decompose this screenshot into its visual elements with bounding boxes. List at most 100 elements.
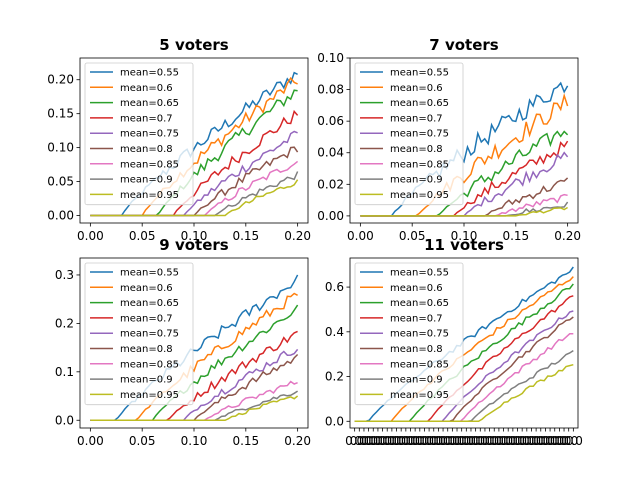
- y-tick-label: 0.4: [325, 325, 344, 339]
- legend-label: mean=0.75: [120, 129, 179, 140]
- x-tick-label: 0.0: [457, 434, 476, 448]
- x-tick-label: 0.20: [284, 434, 311, 448]
- x-tick-label: 0.0: [508, 434, 527, 448]
- series-line-1: [90, 274, 299, 422]
- legend-label: mean=0.7: [120, 313, 173, 324]
- legend-label: mean=0.7: [390, 113, 443, 124]
- x-tick-label: 0.0: [494, 434, 513, 448]
- x-tick-label: 0.0: [522, 434, 541, 448]
- x-tick-label: 0.0: [364, 434, 383, 448]
- y-tick-label: 0.20: [47, 73, 74, 87]
- legend-label: mean=0.65: [390, 98, 449, 109]
- legend-label: mean=0.85: [120, 159, 179, 170]
- x-tick-label: 0.0: [503, 434, 522, 448]
- legend-label: mean=0.75: [390, 329, 449, 340]
- x-tick-label: 0.0: [480, 434, 499, 448]
- y-tick-label: 0.00: [47, 209, 74, 223]
- x-tick-label: 0.0: [373, 434, 392, 448]
- x-tick-label: 0.0: [564, 434, 583, 448]
- legend-box: [354, 62, 464, 206]
- x-tick-label: 0.0: [443, 434, 462, 448]
- legend-label: mean=0.95: [390, 390, 449, 401]
- x-tick-label: 0.00: [77, 434, 104, 448]
- legend-label: mean=0.95: [390, 190, 449, 201]
- series-lines: [90, 71, 299, 217]
- panel-2: 7 voters 0.00 0.02 0.04 0.06 0.08 0.10 0.00 0.05…: [317, 36, 581, 243]
- x-tick-label: 0.10: [181, 434, 208, 448]
- x-tick-label: 0.0: [452, 434, 471, 448]
- legend-label: mean=0.55: [390, 68, 449, 79]
- x-tick-label: 0.15: [232, 229, 259, 243]
- x-tick-label: 0.00: [77, 229, 104, 243]
- x-tick-label: 0.00: [347, 229, 374, 243]
- y-tick-label: 0.6: [325, 280, 344, 294]
- legend-label: mean=0.8: [390, 344, 443, 355]
- x-tick-label: 0.0: [345, 434, 364, 448]
- x-tick-label: 0.0: [429, 434, 448, 448]
- panel-1: 5 voters 0.00 0.05 0.10 0.15 0.20 0.00 0.05 0.10…: [47, 36, 311, 243]
- x-tick-label: 0.15: [232, 434, 259, 448]
- legend-label: mean=0.95: [120, 390, 179, 401]
- x-tick-label: 0.0: [461, 434, 480, 448]
- x-tick-label: 0.0: [536, 434, 555, 448]
- y-tick-label: 0.08: [317, 83, 344, 97]
- x-tick-label: 0.05: [129, 229, 156, 243]
- x-tick-label: 0.0: [466, 434, 485, 448]
- x-tick-label: 0.0: [406, 434, 425, 448]
- x-tick-label: 0.0: [387, 434, 406, 448]
- legend-label: mean=0.6: [390, 83, 443, 94]
- x-tick-label: 0.0: [517, 434, 536, 448]
- x-tick-label: 0.0: [499, 434, 518, 448]
- y-tick-label: 0.05: [47, 175, 74, 189]
- legend-label: mean=0.7: [120, 113, 173, 124]
- panel-3: 9 voters 0.0 0.1 0.2 0.3 0.00 0.05 0.10 0.15 0.20…: [55, 236, 311, 448]
- x-tick-label: 0.20: [284, 229, 311, 243]
- panel-title: 7 voters: [429, 36, 498, 54]
- series-line-9: [360, 206, 568, 217]
- x-tick-label: 0.05: [399, 229, 426, 243]
- legend-box: [84, 262, 194, 406]
- x-tick-label: 0.0: [392, 434, 411, 448]
- x-tick-label: 0.0: [420, 434, 439, 448]
- panel-title: 9 voters: [159, 236, 228, 254]
- legend-label: mean=0.65: [120, 298, 179, 309]
- y-tick-label: 0.1: [55, 365, 74, 379]
- series-line-9: [354, 363, 574, 423]
- x-tick-label: 0.0: [475, 434, 494, 448]
- x-tick-label: 0.0: [485, 434, 504, 448]
- y-tick-label: 0.0: [325, 414, 344, 428]
- legend: mean=0.55 mean=0.6 mean=0.65 mean=0.7 mean=0…: [84, 62, 194, 206]
- series-line-1: [360, 81, 569, 217]
- x-tick-label: 0.0: [559, 434, 578, 448]
- legend-label: mean=0.85: [390, 359, 449, 370]
- legend-label: mean=0.95: [120, 190, 179, 201]
- x-tick-label: 0.0: [354, 434, 373, 448]
- x-tick-label: 0.10: [181, 229, 208, 243]
- legend-label: mean=0.8: [120, 144, 173, 155]
- x-tick-label: 0.0: [489, 434, 508, 448]
- x-tick-label: 0.0: [401, 434, 420, 448]
- panel-title: 11 voters: [424, 236, 504, 254]
- legend: mean=0.55 mean=0.6 mean=0.65 mean=0.7 mean=0…: [84, 262, 194, 406]
- series-line-9: [90, 179, 299, 217]
- legend-label: mean=0.9: [390, 375, 443, 386]
- x-tick-label: 0.0: [471, 434, 490, 448]
- x-tick-label: 0.0: [415, 434, 434, 448]
- y-tick-label: 0.2: [325, 370, 344, 384]
- y-tick-label: 0.3: [55, 268, 74, 282]
- x-tick-label: 0.0: [447, 434, 466, 448]
- x-tick-label: 0.05: [129, 434, 156, 448]
- x-tick-label: 0.10: [451, 229, 478, 243]
- y-tick-label: 0.00: [317, 209, 344, 223]
- series-line-9: [90, 395, 299, 422]
- x-tick-label: 0.0: [541, 434, 560, 448]
- legend-label: mean=0.6: [120, 83, 173, 94]
- x-tick-label: 0.0: [382, 434, 401, 448]
- y-tick-label: 0.15: [47, 107, 74, 121]
- legend-label: mean=0.6: [120, 283, 173, 294]
- x-tick-label: 0.0: [438, 434, 457, 448]
- legend-label: mean=0.75: [120, 329, 179, 340]
- legend-label: mean=0.9: [120, 175, 173, 186]
- panel-4: 11 voters0.00.20.40.60.00.00.00.00.00.00…: [325, 236, 583, 448]
- legend-label: mean=0.85: [120, 359, 179, 370]
